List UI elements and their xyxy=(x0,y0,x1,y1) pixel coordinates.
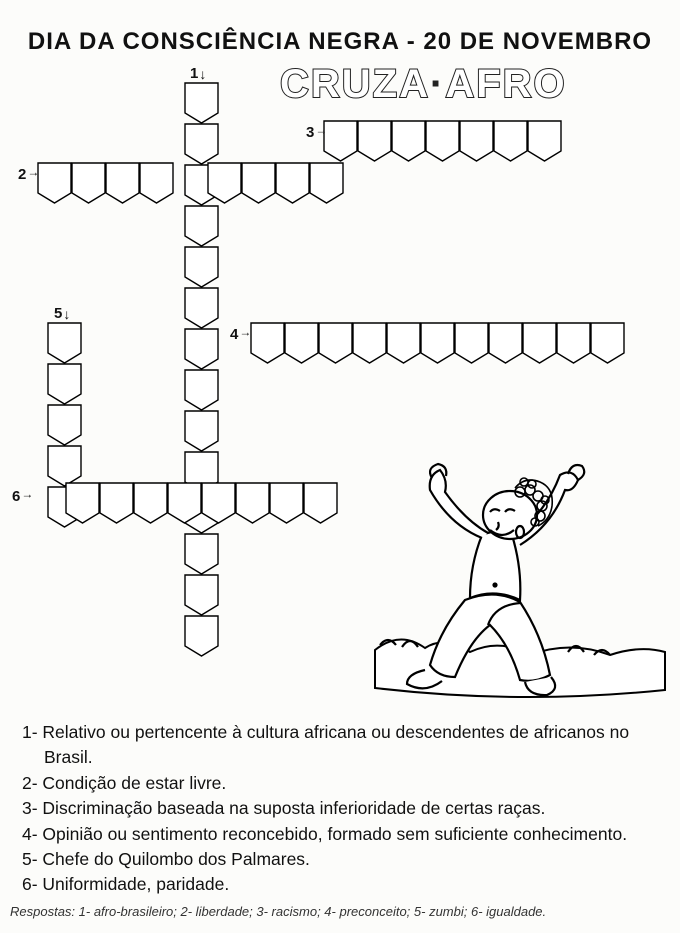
answers-line: Respostas: 1- afro-brasileiro; 2- liberd… xyxy=(10,904,546,919)
page-title: DIA DA CONSCIÊNCIA NEGRA - 20 DE NOVEMBR… xyxy=(0,0,680,56)
clue-line: 6- Uniformidade, paridade. xyxy=(22,872,662,897)
crossword-cell[interactable] xyxy=(319,323,352,363)
crossword-cell[interactable] xyxy=(523,323,556,363)
word-number-1: 1 xyxy=(190,65,206,82)
crossword-cell[interactable] xyxy=(140,163,173,203)
crossword-cell[interactable] xyxy=(251,323,284,363)
clue-line: 5- Chefe do Quilombo dos Palmares. xyxy=(22,847,662,872)
clue-line: 2- Condição de estar livre. xyxy=(22,771,662,796)
word-number-2: 2→ xyxy=(18,169,39,181)
crossword-cell[interactable] xyxy=(426,121,459,161)
crossword-cell[interactable] xyxy=(242,163,275,203)
crossword-cell[interactable] xyxy=(38,163,71,203)
crossword-cell[interactable] xyxy=(528,121,561,161)
crossword-cell[interactable] xyxy=(72,163,105,203)
crossword-cell[interactable] xyxy=(48,446,81,486)
crossword-cell[interactable] xyxy=(185,329,218,369)
crossword-cell[interactable] xyxy=(185,206,218,246)
word-number-4: 4→ xyxy=(230,329,251,341)
crossword-cell[interactable] xyxy=(185,247,218,287)
crossword-cell[interactable] xyxy=(276,163,309,203)
clue-line: 1- Relativo ou pertencente à cultura afr… xyxy=(22,720,662,771)
crossword-cell[interactable] xyxy=(324,121,357,161)
crossword-cell[interactable] xyxy=(489,323,522,363)
crossword-cell[interactable] xyxy=(421,323,454,363)
crossword-cell[interactable] xyxy=(185,124,218,164)
crossword-cell[interactable] xyxy=(100,483,133,523)
crossword-cell[interactable] xyxy=(455,323,488,363)
crossword-cell[interactable] xyxy=(185,288,218,328)
crossword-cell[interactable] xyxy=(48,364,81,404)
crossword-cell[interactable] xyxy=(106,163,139,203)
crossword-cell[interactable] xyxy=(48,405,81,445)
word-number-5: 5 xyxy=(54,305,70,322)
word-number-6: 6→ xyxy=(12,491,33,503)
clue-line: 3- Discriminação baseada na suposta infe… xyxy=(22,796,662,821)
crossword-cell[interactable] xyxy=(185,83,218,123)
clue-line: 4- Opinião ou sentimento reconcebido, fo… xyxy=(22,822,662,847)
capoeira-figure xyxy=(370,430,670,710)
crossword-cell[interactable] xyxy=(236,483,269,523)
crossword-cell[interactable] xyxy=(285,323,318,363)
crossword-cell[interactable] xyxy=(270,483,303,523)
crossword-cell[interactable] xyxy=(392,121,425,161)
crossword-cell[interactable] xyxy=(185,534,218,574)
crossword-cell[interactable] xyxy=(185,616,218,656)
crossword-cell[interactable] xyxy=(460,121,493,161)
crossword-cell[interactable] xyxy=(134,483,167,523)
crossword-cell[interactable] xyxy=(387,323,420,363)
crossword-cell[interactable] xyxy=(185,370,218,410)
crossword-cell[interactable] xyxy=(353,323,386,363)
crossword-cell[interactable] xyxy=(310,163,343,203)
crossword-cell[interactable] xyxy=(557,323,590,363)
crossword-cell[interactable] xyxy=(185,411,218,451)
crossword-cell[interactable] xyxy=(48,323,81,363)
crossword-cell[interactable] xyxy=(304,483,337,523)
word-number-3: 3→ xyxy=(306,127,327,139)
crossword-cell[interactable] xyxy=(494,121,527,161)
crossword-cell[interactable] xyxy=(358,121,391,161)
clue-list: 1- Relativo ou pertencente à cultura afr… xyxy=(22,720,662,898)
crossword-cell[interactable] xyxy=(185,575,218,615)
crossword-cell[interactable] xyxy=(591,323,624,363)
